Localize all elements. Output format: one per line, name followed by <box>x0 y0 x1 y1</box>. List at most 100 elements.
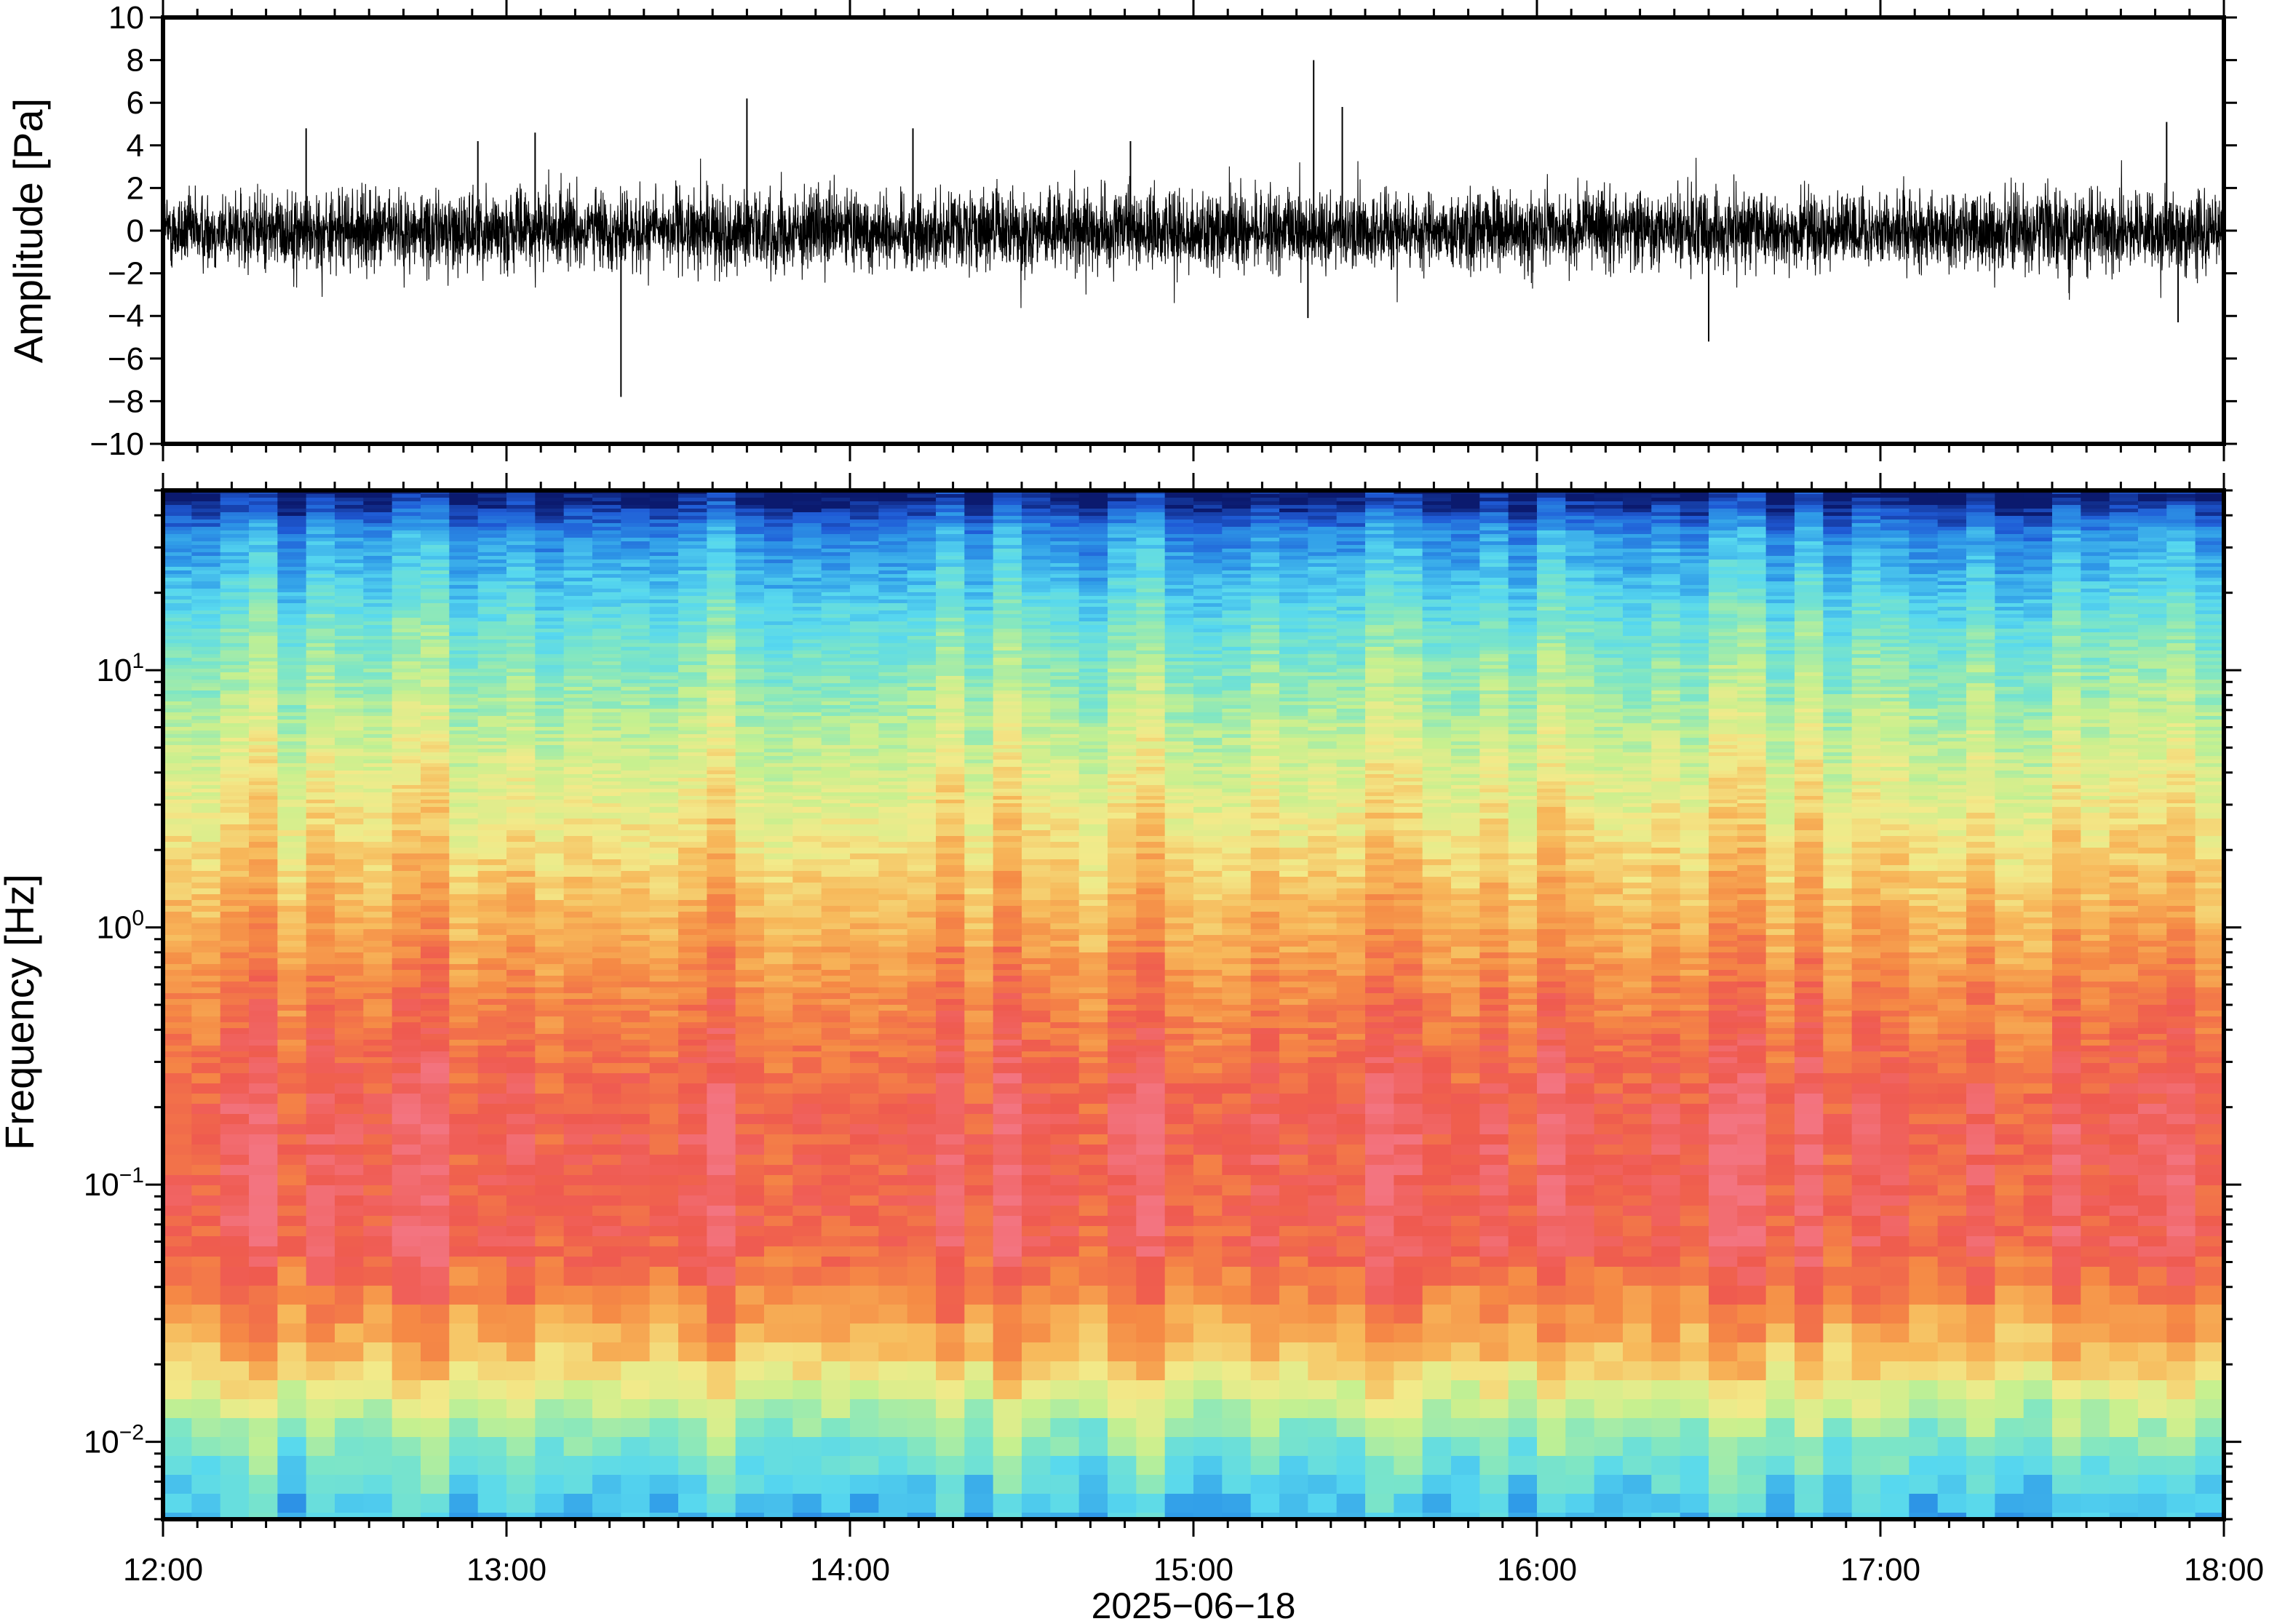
spectrogram-cell <box>907 1361 937 1381</box>
spectrogram-cell <box>392 720 421 724</box>
spectrogram-cell <box>421 756 450 760</box>
spectrogram-cell <box>506 654 536 658</box>
spectrogram-cell <box>535 1267 565 1286</box>
spectrogram-cell <box>821 705 851 709</box>
spectrogram-cell <box>191 1016 221 1023</box>
spectrogram-cell <box>850 1145 879 1155</box>
spectrogram-cell <box>421 999 450 1006</box>
spectrogram-cell <box>220 803 250 808</box>
spectrogram-cell <box>277 1046 307 1052</box>
spectrogram-cell <box>306 877 335 883</box>
spectrogram-cell <box>449 1028 479 1035</box>
spectrogram-cell <box>363 654 393 658</box>
spectrogram-cell <box>621 509 651 513</box>
spectrogram-cell <box>592 792 621 797</box>
spectrogram-cell <box>850 883 879 889</box>
spectrogram-cell <box>392 888 421 895</box>
spectrogram-cell <box>363 618 393 622</box>
spectrogram-cell <box>649 1437 679 1457</box>
spectrogram-cell <box>592 853 621 860</box>
spectrogram-cell <box>191 807 221 813</box>
spectrogram-cell <box>764 621 793 626</box>
spectrogram-cell <box>249 505 278 509</box>
spectrogram-cell <box>220 560 250 564</box>
spectrogram-cell <box>535 894 565 901</box>
spectrogram-cell <box>277 1257 307 1267</box>
spectrogram-cell <box>335 813 364 819</box>
spectrogram-cell <box>163 1195 192 1206</box>
spectrogram-cell <box>678 883 707 889</box>
spectrogram-cell <box>449 1206 479 1217</box>
spectrogram-cell <box>678 734 707 739</box>
spectrogram-cell <box>850 552 879 557</box>
spectrogram-cell <box>792 970 822 976</box>
spectrogram-cell <box>707 894 736 901</box>
spectrogram-cell <box>878 929 908 936</box>
spectrogram-cell <box>363 970 393 976</box>
spectrogram-cell <box>191 709 221 713</box>
spectrogram-cell <box>249 883 278 889</box>
spectrogram-cell <box>563 596 593 600</box>
spectrogram-cell <box>592 923 621 930</box>
spectrogram-cell <box>649 781 679 786</box>
spectrogram-cell <box>306 629 335 633</box>
spectrogram-cell <box>792 888 822 895</box>
spectrogram-cell <box>964 541 994 546</box>
spectrogram-cell <box>621 1165 651 1176</box>
spectrogram-cell <box>220 552 250 557</box>
spectrogram-cell <box>563 894 593 901</box>
spectrogram-cell <box>678 1226 707 1237</box>
spectrogram-cell <box>592 819 621 825</box>
spectrogram-cell <box>735 720 765 724</box>
spectrogram-cell <box>735 494 765 498</box>
spectrogram-cell <box>392 1361 421 1381</box>
spectrogram-cell <box>907 520 937 524</box>
spectrogram-cell <box>678 669 707 673</box>
spectrogram-cell <box>449 701 479 706</box>
spectrogram-cell <box>621 567 651 571</box>
spectrogram-cell <box>878 494 908 498</box>
spectrogram-cell <box>191 1456 221 1476</box>
spectrogram-cell <box>421 669 450 673</box>
spectrogram-cell <box>735 771 765 775</box>
spectrogram-cell <box>335 643 364 648</box>
spectrogram-cell <box>220 596 250 600</box>
spectrogram-cell <box>563 665 593 669</box>
spectrogram-cell <box>506 560 536 564</box>
spectrogram-cell <box>306 918 335 924</box>
spectrogram-cell <box>936 643 965 648</box>
spectrogram-cell <box>563 1134 593 1145</box>
spectrogram-cell <box>764 1286 793 1305</box>
spectrogram-cell <box>535 716 565 720</box>
spectrogram-cell <box>363 1216 393 1227</box>
spectrogram-cell <box>735 585 765 589</box>
spectrogram-cell <box>506 894 536 901</box>
spectrogram-cell <box>850 1399 879 1419</box>
spectrogram-cell <box>764 1324 793 1343</box>
spectrogram-cell <box>477 970 507 976</box>
spectrogram-cell <box>277 614 307 618</box>
spectrogram-cell <box>707 800 736 804</box>
spectrogram-cell <box>792 647 822 651</box>
spectrogram-cell <box>821 952 851 959</box>
spectrogram-cell <box>563 888 593 895</box>
spectrogram-cell <box>249 680 278 684</box>
spectrogram-cell <box>220 1246 250 1257</box>
spectrogram-cell <box>707 505 736 509</box>
spectrogram-cell <box>821 760 851 764</box>
spectrogram-cell <box>421 778 450 782</box>
spectrogram-cell <box>878 505 908 509</box>
spectrogram-cell <box>477 830 507 837</box>
spectrogram-cell <box>563 669 593 673</box>
spectrogram-cell <box>792 552 822 557</box>
spectrogram-cell <box>993 585 1022 589</box>
spectrogram-cell <box>335 1475 364 1494</box>
spectrogram-cell <box>535 552 565 557</box>
spectrogram-cell <box>363 749 393 753</box>
spectrogram-cell <box>735 603 765 608</box>
spectrogram-cell <box>421 538 450 542</box>
spectrogram-cell <box>792 918 822 924</box>
spectrogram-cell <box>277 665 307 669</box>
spectrogram-cell <box>592 578 621 582</box>
spectrogram-cell <box>735 871 765 877</box>
